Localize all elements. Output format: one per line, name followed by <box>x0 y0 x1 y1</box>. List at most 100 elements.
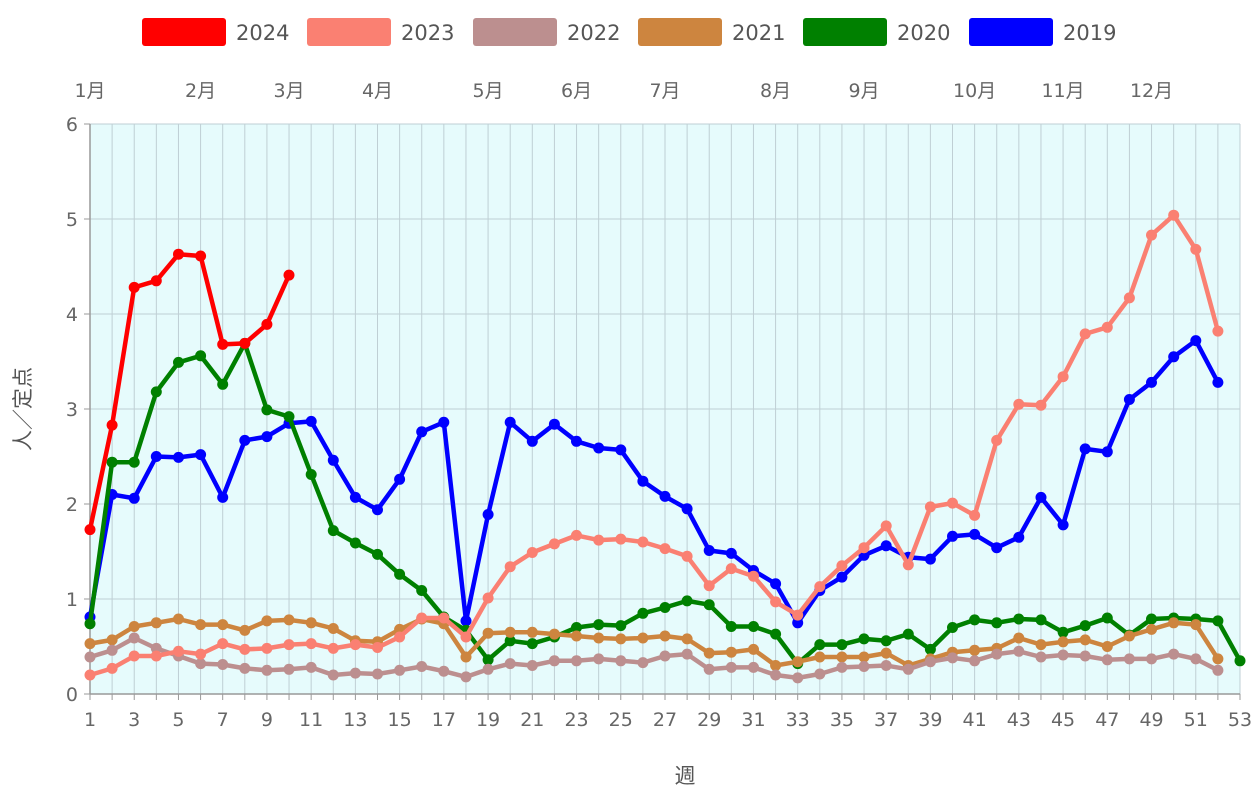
data-point <box>217 638 229 650</box>
data-point <box>858 651 870 663</box>
data-point <box>327 623 339 634</box>
data-point <box>1212 325 1224 337</box>
data-point <box>725 547 737 559</box>
data-point <box>526 660 538 671</box>
data-point <box>372 668 383 680</box>
legend-label: 2019 <box>1063 21 1116 45</box>
data-point <box>858 661 870 672</box>
x-tick-label: 39 <box>918 709 942 731</box>
data-point <box>526 547 538 558</box>
x-tick-label: 21 <box>520 709 544 731</box>
data-point <box>1101 612 1113 624</box>
data-point <box>150 451 162 462</box>
x-tick-label: 9 <box>261 709 273 731</box>
data-point <box>703 580 715 592</box>
data-point <box>1079 634 1091 646</box>
data-point <box>947 530 958 542</box>
data-point <box>482 592 494 604</box>
data-point <box>1057 371 1069 383</box>
data-point <box>394 631 406 643</box>
data-point <box>217 659 229 670</box>
data-point <box>372 642 383 653</box>
data-point <box>792 656 804 668</box>
data-point <box>703 663 715 675</box>
data-point <box>150 642 162 654</box>
x-tick-label: 47 <box>1095 709 1119 731</box>
data-point <box>1079 443 1091 455</box>
data-point <box>460 651 472 663</box>
series-2023 <box>84 209 1224 681</box>
data-point <box>902 663 914 675</box>
legend-label: 2024 <box>236 21 289 45</box>
data-point <box>748 643 759 655</box>
data-point <box>1057 649 1069 661</box>
data-point <box>836 560 848 572</box>
data-point <box>106 456 118 468</box>
y-tick-label: 0 <box>66 684 78 706</box>
data-point <box>150 275 162 287</box>
y-axis-title: 人／定点 <box>11 367 35 451</box>
data-point <box>239 434 251 446</box>
data-point <box>305 661 317 673</box>
x-tick-label: 49 <box>1139 709 1163 731</box>
data-point <box>659 630 671 642</box>
data-point <box>128 456 140 468</box>
data-point <box>748 661 759 673</box>
data-point <box>548 418 560 430</box>
data-point <box>438 665 450 677</box>
data-point <box>128 492 140 504</box>
data-point <box>261 318 273 330</box>
x-tick-label: 29 <box>697 709 721 731</box>
data-point <box>84 524 96 536</box>
data-point <box>195 619 207 631</box>
data-point <box>1035 614 1047 626</box>
data-point <box>195 350 207 362</box>
x-tick-label: 23 <box>564 709 588 731</box>
month-label: 6月 <box>561 80 592 102</box>
x-tick-label: 13 <box>343 709 367 731</box>
y-tick-label: 1 <box>66 589 78 611</box>
month-label: 7月 <box>649 80 680 102</box>
data-point <box>681 633 693 645</box>
data-point <box>836 651 848 663</box>
data-point <box>504 561 516 573</box>
data-point <box>991 617 1003 629</box>
data-point <box>659 650 671 662</box>
data-point <box>84 618 96 630</box>
month-label: 3月 <box>273 80 304 102</box>
x-tick-label: 3 <box>128 709 140 731</box>
data-point <box>770 669 782 681</box>
data-point <box>814 651 826 663</box>
data-point <box>504 658 516 670</box>
data-point <box>792 609 804 621</box>
data-point <box>1146 653 1157 665</box>
month-label: 10月 <box>953 80 996 102</box>
month-axis: 1月 2月 3月 4月 5月 6月 7月 8月 9月 10月 11月 12月 <box>74 80 1173 102</box>
data-point <box>880 660 892 671</box>
data-point <box>195 250 207 262</box>
month-label: 12月 <box>1130 80 1173 102</box>
data-point <box>261 404 273 416</box>
data-point <box>526 435 538 447</box>
data-point <box>637 536 649 548</box>
data-point <box>770 596 782 608</box>
month-label: 1月 <box>74 80 105 102</box>
data-point <box>637 475 649 487</box>
series-line-2023 <box>87 212 1221 678</box>
data-point <box>1013 645 1025 657</box>
data-point <box>128 650 140 662</box>
data-point <box>128 621 140 632</box>
data-point <box>1013 531 1025 543</box>
data-point <box>858 542 870 554</box>
data-point <box>969 655 981 667</box>
legend-item-2023: 2023 <box>307 18 454 46</box>
data-point <box>1190 243 1202 255</box>
data-point <box>416 661 428 672</box>
series-2022 <box>84 632 1224 684</box>
data-point <box>725 563 737 575</box>
data-point <box>217 491 229 503</box>
data-point <box>1013 398 1025 410</box>
data-point <box>924 501 936 513</box>
legend-swatch <box>142 18 226 46</box>
